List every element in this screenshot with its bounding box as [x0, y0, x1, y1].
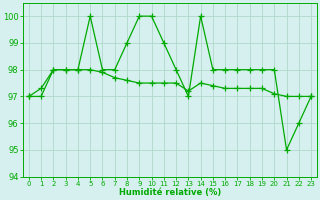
X-axis label: Humidité relative (%): Humidité relative (%) — [119, 188, 221, 197]
